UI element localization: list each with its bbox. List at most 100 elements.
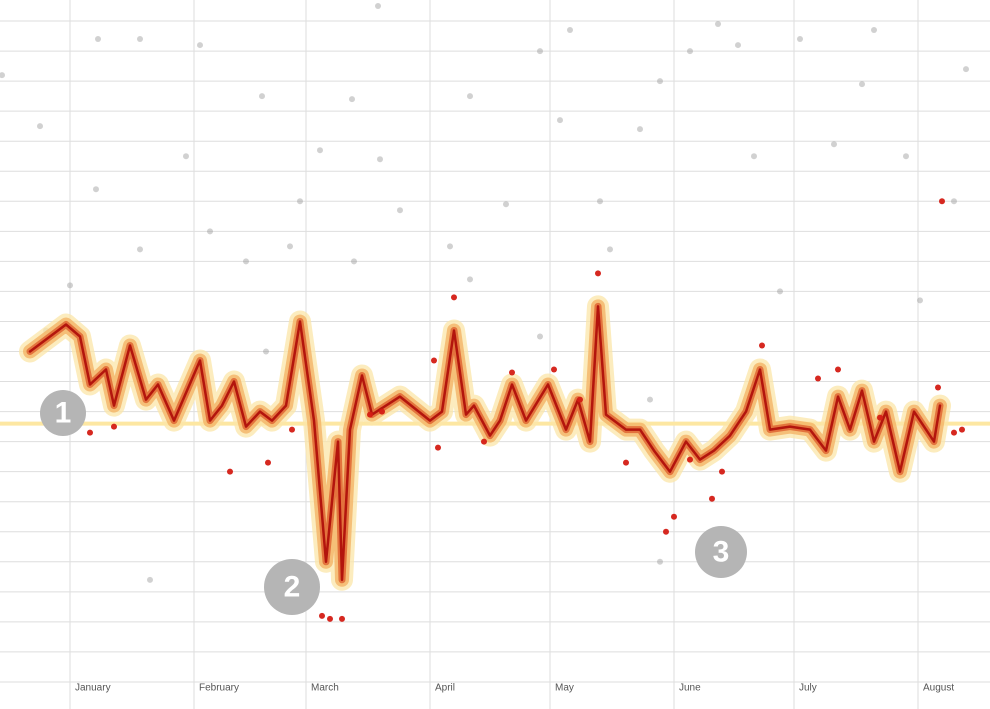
point [207,228,213,235]
point [327,615,333,622]
point [227,468,233,475]
point [183,153,189,160]
annotation-label: 3 [713,536,730,569]
point [481,438,487,445]
plot [0,3,969,622]
point [375,3,381,10]
point [137,36,143,43]
point [367,411,373,418]
point [671,513,677,520]
point [397,207,403,214]
annotation-badge: 1 [40,390,86,436]
point [0,72,5,79]
annotation-badge: 2 [264,559,320,615]
point [759,342,765,349]
x-tick-label: June [679,683,701,694]
point [377,156,383,163]
line [28,305,942,582]
point [735,42,741,49]
point [349,96,355,103]
point [259,93,265,100]
point [339,615,345,622]
x-tick-label: May [555,683,574,694]
point [557,117,563,124]
point [435,444,441,451]
point [623,459,629,466]
point [537,333,543,340]
point [657,78,663,85]
x-tick-label: January [75,683,111,694]
point [831,141,837,148]
point [467,276,473,283]
point [657,558,663,565]
annotation-circle [40,390,86,436]
point [963,66,969,73]
point [37,123,43,130]
annotation-label: 2 [284,571,301,604]
point [859,81,865,88]
point [597,198,603,205]
point [687,48,693,55]
point [951,198,957,205]
point [197,42,203,49]
point [447,243,453,250]
annotation-circle [264,559,320,615]
point [287,243,293,250]
x-tick-label: April [435,683,455,694]
point [951,429,957,436]
point [815,375,821,382]
point [939,198,945,205]
point [917,297,923,304]
point [351,258,357,265]
point [877,414,883,421]
x-tick-label: July [799,683,817,694]
point [265,459,271,466]
point [147,576,153,583]
point [451,294,457,301]
point [959,426,965,433]
point [647,396,653,403]
x-tick-label: March [311,683,339,694]
point [67,282,73,289]
point [503,201,509,208]
point [687,456,693,463]
point [577,396,583,403]
annotation-label: 1 [55,397,72,430]
point [537,48,543,55]
point [319,612,325,619]
point [595,270,601,277]
point [297,198,303,205]
point [93,186,99,193]
point [263,348,269,355]
point [111,423,117,430]
annotation-circle [695,526,747,578]
point [719,468,725,475]
point [637,126,643,133]
point [467,93,473,100]
point [379,408,385,415]
x-tick-label: February [199,683,239,694]
point [289,426,295,433]
x-tick-label: August [923,683,954,694]
point [715,21,721,28]
point [607,246,613,253]
point [551,366,557,373]
point [935,384,941,391]
point [751,153,757,160]
point [797,36,803,43]
point [567,27,573,34]
point [663,528,669,535]
point [903,153,909,160]
point [95,36,101,43]
point [509,369,515,376]
point [137,246,143,253]
point [709,495,715,502]
point [317,147,323,154]
point [777,288,783,295]
annotation-badge: 3 [695,526,747,578]
point [835,366,841,373]
point [243,258,249,265]
